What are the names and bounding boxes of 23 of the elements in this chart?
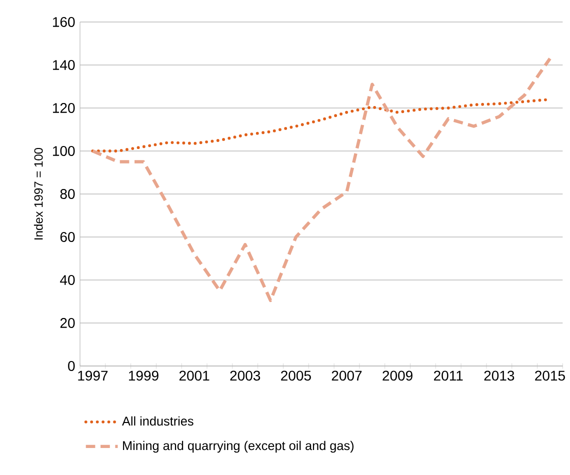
y-tick-label: 80 (60, 189, 75, 199)
y-tick-label: 20 (60, 318, 75, 328)
legend-label: Mining and quarrying (except oil and gas) (123, 440, 354, 453)
x-tick-label: 2007 (332, 370, 362, 381)
line-series (91, 56, 552, 302)
x-tick-label: 2003 (230, 370, 260, 381)
y-axis-title: Index 1997 = 100 (34, 148, 43, 240)
x-tick-label: 2011 (434, 370, 463, 381)
x-tick-label: 2009 (382, 370, 412, 381)
x-tick-label: 1999 (129, 370, 158, 381)
y-tick-label: 0 (68, 361, 75, 371)
x-tick-label: 2013 (484, 370, 514, 381)
y-tick-label: 60 (60, 232, 75, 242)
x-tick-label: 1997 (78, 370, 108, 381)
y-tick-label: 100 (53, 146, 75, 156)
x-tick-label: 2001 (179, 370, 210, 381)
x-tick-label: 2005 (281, 370, 311, 381)
y-tick-label: 140 (53, 60, 75, 70)
y-tick-label: 160 (53, 17, 75, 27)
x-tick-label: 2015 (535, 370, 565, 381)
legend-label: All industries (122, 416, 194, 426)
y-tick-label: 120 (53, 103, 75, 113)
y-tick-label: 40 (60, 275, 75, 285)
